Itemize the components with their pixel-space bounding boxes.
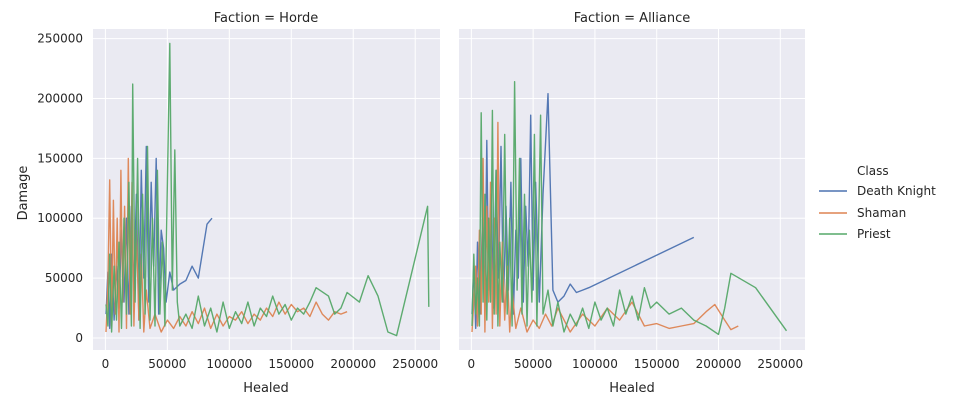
legend-label-priest: Priest	[857, 227, 891, 241]
y-tick-label: 0	[75, 331, 83, 345]
x-tick-label: 50000	[148, 357, 186, 371]
x-tick-label: 100000	[572, 357, 618, 371]
x-tick-label: 200000	[330, 357, 376, 371]
panel-title-alliance: Faction = Alliance	[574, 11, 691, 26]
x-tick-label: 150000	[268, 357, 314, 371]
x-tick-label: 250000	[757, 357, 803, 371]
x-ticks-horde: 0 50000 100000 150000 200000 250000	[102, 357, 439, 371]
legend-label-death-knight: Death Knight	[857, 184, 936, 198]
panel-horde: Faction = Horde 0 50000 100000 150000 200000…	[37, 11, 440, 396]
y-tick-label: 200000	[37, 91, 83, 105]
legend-item-shaman: Shaman	[819, 206, 906, 220]
x-ticks-alliance: 0 50000 100000 150000 200000 250000	[468, 357, 804, 371]
x-tick-label: 200000	[696, 357, 742, 371]
legend-item-priest: Priest	[819, 227, 891, 241]
x-tick-label: 250000	[392, 357, 438, 371]
x-axis-label-alliance: Healed	[609, 381, 655, 396]
panel-title-horde: Faction = Horde	[214, 11, 319, 26]
x-tick-label: 100000	[206, 357, 252, 371]
series-lines-alliance	[471, 80, 788, 336]
legend-title: Class	[857, 164, 889, 178]
y-tick-label: 50000	[45, 271, 83, 285]
x-tick-label: 0	[102, 357, 110, 371]
x-tick-label: 150000	[634, 357, 680, 371]
series-line-priest-horde	[105, 42, 430, 337]
legend-item-death-knight: Death Knight	[819, 184, 936, 198]
y-tick-label: 100000	[37, 211, 83, 225]
y-ticks-horde: 0 50000 100000 150000 200000 250000	[37, 32, 83, 345]
x-axis-label-horde: Healed	[243, 381, 289, 396]
y-tick-label: 150000	[37, 151, 83, 165]
panel-alliance: Faction = Alliance 0 50000 100000 150000 200…	[459, 11, 805, 396]
series-line-shaman-alliance	[471, 121, 739, 333]
x-tick-label: 0	[468, 357, 476, 371]
legend: Class Death Knight Shaman Priest	[819, 164, 936, 241]
series-lines-horde	[105, 42, 430, 337]
legend-label-shaman: Shaman	[857, 206, 906, 220]
y-axis-label: Damage	[16, 166, 31, 221]
gridlines-alliance	[459, 29, 805, 350]
y-tick-label: 250000	[37, 32, 83, 46]
series-line-priest-alliance	[471, 80, 788, 336]
x-tick-label: 50000	[514, 357, 552, 371]
